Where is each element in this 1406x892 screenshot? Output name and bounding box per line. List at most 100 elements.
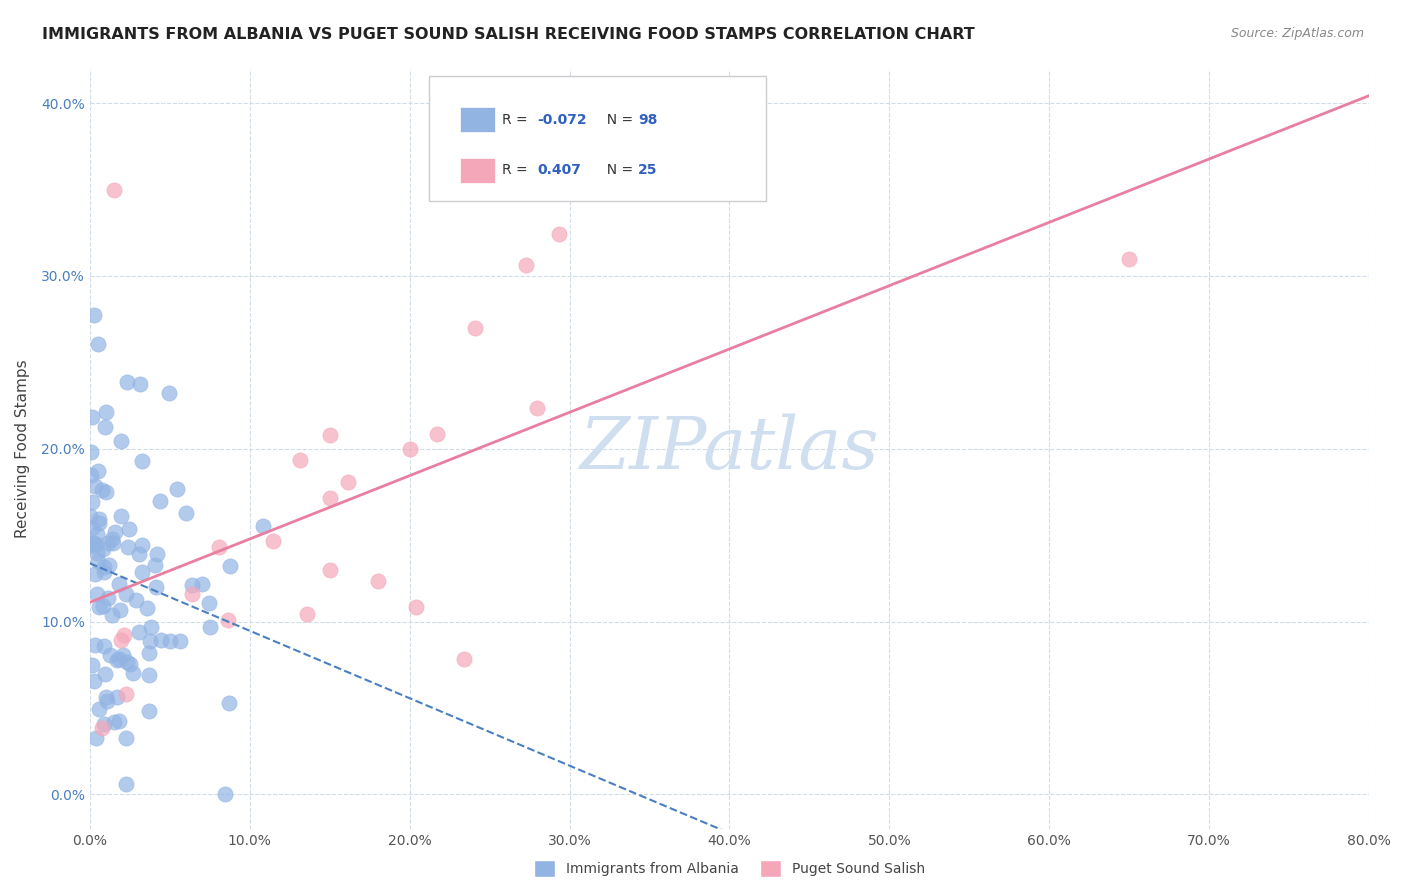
Point [169, 634, 191, 648]
Y-axis label: Receiving Food Stamps: Receiving Food Stamps [15, 359, 30, 538]
Point [125, 592, 148, 607]
Point [84, 537, 107, 551]
Point [94, 405, 117, 419]
Point [218, 696, 240, 710]
Point [82, 409, 104, 424]
Point [87, 554, 110, 568]
Point [191, 576, 214, 591]
Point [207, 540, 229, 554]
Point [93, 717, 115, 731]
Point [101, 608, 124, 623]
Point [181, 587, 204, 601]
Point [86, 527, 108, 541]
Text: ZIPatlas: ZIPatlas [579, 414, 879, 484]
Point [82, 536, 104, 550]
Point [108, 714, 131, 729]
Point [219, 558, 242, 573]
Legend: Immigrants from Albania, Puget Sound Salish: Immigrants from Albania, Puget Sound Sal… [529, 855, 931, 883]
Point [143, 558, 166, 572]
Point [97, 558, 120, 572]
Point [87, 516, 110, 530]
Point [180, 577, 202, 591]
Point [145, 580, 167, 594]
Point [367, 574, 389, 589]
Point [515, 258, 537, 272]
Point [94, 420, 117, 434]
Point [110, 508, 132, 523]
Point [87, 600, 110, 615]
Point [84, 731, 107, 745]
Point [80, 444, 103, 458]
Point [86, 587, 108, 601]
Point [80, 521, 103, 535]
Point [101, 532, 124, 546]
Point [214, 788, 236, 802]
Point [138, 704, 160, 718]
Point [295, 607, 318, 621]
Point [86, 546, 108, 560]
Point [110, 434, 132, 448]
Point [115, 655, 138, 669]
Point [146, 547, 169, 561]
Point [288, 453, 311, 467]
Point [122, 666, 145, 681]
Point [97, 536, 120, 550]
Point [131, 454, 153, 468]
Point [157, 386, 180, 401]
Point [149, 493, 172, 508]
Point [166, 482, 188, 496]
Point [464, 321, 486, 335]
Point [87, 701, 110, 715]
Point [96, 694, 118, 708]
Point [252, 519, 274, 533]
Point [136, 600, 159, 615]
Point [83, 638, 105, 652]
Point [93, 559, 115, 574]
Point [159, 633, 181, 648]
Point [79, 508, 101, 523]
Point [87, 464, 110, 478]
Point [111, 648, 134, 662]
Point [118, 522, 141, 536]
Point [138, 646, 160, 660]
Point [108, 577, 131, 591]
Point [526, 401, 548, 416]
Point [217, 613, 239, 627]
Point [112, 628, 135, 642]
Point [103, 714, 125, 729]
Point [93, 639, 115, 653]
Point [117, 540, 139, 554]
Point [131, 565, 153, 579]
Point [114, 587, 136, 601]
Point [93, 667, 115, 681]
Point [174, 506, 197, 520]
Point [138, 634, 160, 648]
Point [198, 620, 221, 634]
Text: 25: 25 [638, 163, 658, 178]
Point [101, 536, 124, 550]
Point [91, 541, 114, 556]
Point [115, 687, 138, 701]
Point [318, 563, 340, 577]
Point [82, 539, 104, 553]
Point [150, 633, 173, 648]
Point [93, 565, 115, 579]
Point [94, 484, 117, 499]
Point [115, 731, 138, 746]
Point [103, 182, 125, 196]
Point [197, 596, 219, 610]
Point [82, 495, 104, 509]
Point [128, 376, 150, 391]
Point [91, 599, 114, 613]
Point [87, 337, 110, 351]
Point [108, 603, 131, 617]
Text: N =: N = [598, 112, 637, 127]
Point [453, 652, 475, 666]
Point [262, 534, 284, 549]
Point [79, 468, 101, 483]
Point [398, 442, 420, 456]
Point [105, 653, 128, 667]
Point [128, 547, 150, 561]
Point [405, 600, 427, 615]
Point [89, 511, 111, 525]
